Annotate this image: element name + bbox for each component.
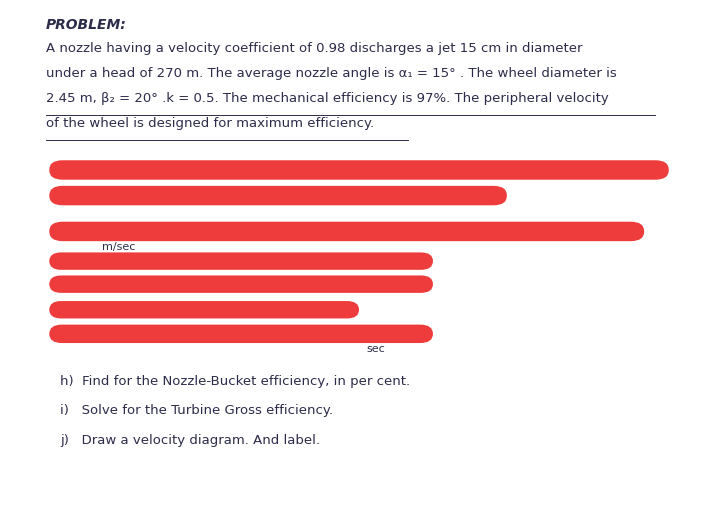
FancyBboxPatch shape — [49, 325, 433, 343]
FancyBboxPatch shape — [49, 275, 433, 293]
FancyBboxPatch shape — [49, 222, 644, 241]
Text: h)  Find for the Nozzle-Bucket efficiency, in per cent.: h) Find for the Nozzle-Bucket efficiency… — [60, 375, 410, 388]
Text: under a head of 270 m. The average nozzle angle is α₁ = 15° . The wheel diameter: under a head of 270 m. The average nozzl… — [46, 67, 617, 80]
Text: A nozzle having a velocity coefficient of 0.98 discharges a jet 15 cm in diamete: A nozzle having a velocity coefficient o… — [46, 42, 582, 55]
Text: i)   Solve for the Turbine Gross efficiency.: i) Solve for the Turbine Gross efficienc… — [60, 404, 333, 417]
FancyBboxPatch shape — [49, 301, 359, 318]
Text: of the wheel is designed for maximum efficiency.: of the wheel is designed for maximum eff… — [46, 117, 374, 130]
Text: j)   Draw a velocity diagram. And label.: j) Draw a velocity diagram. And label. — [60, 434, 320, 447]
Text: m/sec: m/sec — [102, 242, 135, 252]
Text: sec: sec — [366, 344, 385, 354]
FancyBboxPatch shape — [49, 160, 669, 180]
Text: 2.45 m, β₂ = 20° .k = 0.5. The mechanical efficiency is 97%. The peripheral velo: 2.45 m, β₂ = 20° .k = 0.5. The mechanica… — [46, 92, 608, 105]
FancyBboxPatch shape — [49, 186, 507, 205]
Text: PROBLEM:: PROBLEM: — [46, 18, 127, 32]
FancyBboxPatch shape — [49, 252, 433, 270]
